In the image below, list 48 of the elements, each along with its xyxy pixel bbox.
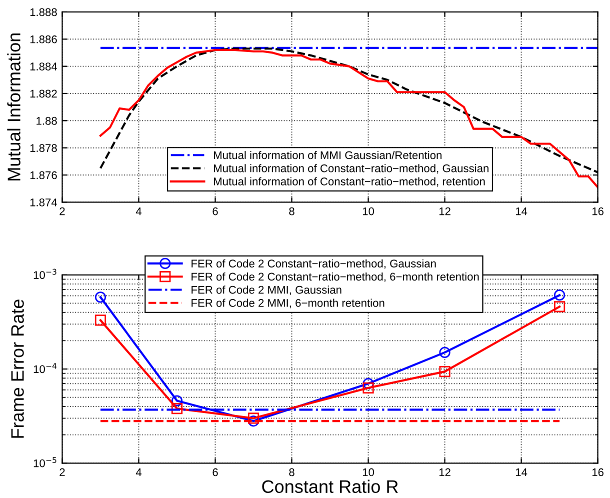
y-tick-label: 1.876	[30, 171, 57, 180]
y-axis-title: Mutual Information	[7, 33, 20, 180]
legend-label: Mutual information of MMI Gaussian/Retention	[214, 150, 442, 160]
point	[439, 366, 450, 378]
y-tick-label: 10$^{−5}$	[34, 457, 56, 468]
x-tick-label: 12	[439, 207, 450, 216]
x-tick-label: 14	[516, 207, 528, 216]
y-tick-label: 1.878	[30, 144, 57, 152]
y-tick-label: 10$^{−4}$	[34, 363, 57, 374]
x-tick-label: 6	[212, 207, 218, 216]
point	[554, 301, 566, 312]
y-tick-label: 1.88	[36, 116, 57, 125]
x-tick-label: 8	[289, 207, 294, 216]
y-tick-label: 1.884	[30, 62, 58, 70]
y-tick-label: 1.888	[30, 8, 57, 16]
point	[94, 314, 106, 326]
x-tick-label: 10	[362, 468, 374, 476]
legend-label: Mutual information of Constant−ratio−method, Gaussian	[214, 164, 488, 174]
x-tick-label: 4	[136, 207, 142, 216]
point	[439, 346, 450, 358]
x-tick-label: 14	[516, 468, 528, 476]
x-axis-title: Constant Ratio R	[262, 480, 398, 494]
point	[248, 412, 260, 424]
x-tick-label: 6	[212, 468, 218, 476]
y-tick-label: 1.882	[30, 90, 57, 98]
x-tick-label: 4	[136, 468, 142, 476]
point	[362, 378, 374, 390]
x-tick-label: 2	[60, 207, 65, 216]
x-tick-label: 16	[592, 468, 604, 476]
legend-label: FER of Code 2 Constant−ratio−method, Gaussian	[192, 259, 436, 269]
legend-label: FER of Code 2 MMI, Gaussian	[192, 286, 342, 296]
legend-label: FER of Code 2 MMI, 6−month retention	[192, 298, 384, 308]
x-tick-label: 10	[362, 207, 374, 216]
x-tick-label: 2	[60, 468, 65, 476]
legend-label: FER of Code 2 Constant−ratio−method, 6−month retention	[192, 272, 479, 282]
y-tick-label: 1.874	[30, 198, 58, 206]
x-tick-label: 16	[592, 207, 604, 216]
legend-label: Mutual information of Constant−ratio−method, retention	[214, 177, 485, 187]
point	[94, 292, 106, 303]
x-tick-label: 8	[289, 468, 294, 476]
point	[362, 382, 374, 394]
point	[554, 290, 566, 301]
y-tick-label: 10$^{−3}$	[34, 268, 56, 279]
y-axis-title: Frame Error Rate	[11, 300, 24, 438]
y-tick-label: 1.886	[30, 35, 57, 44]
point	[171, 403, 183, 414]
point	[171, 395, 183, 406]
x-tick-label: 12	[439, 468, 450, 476]
